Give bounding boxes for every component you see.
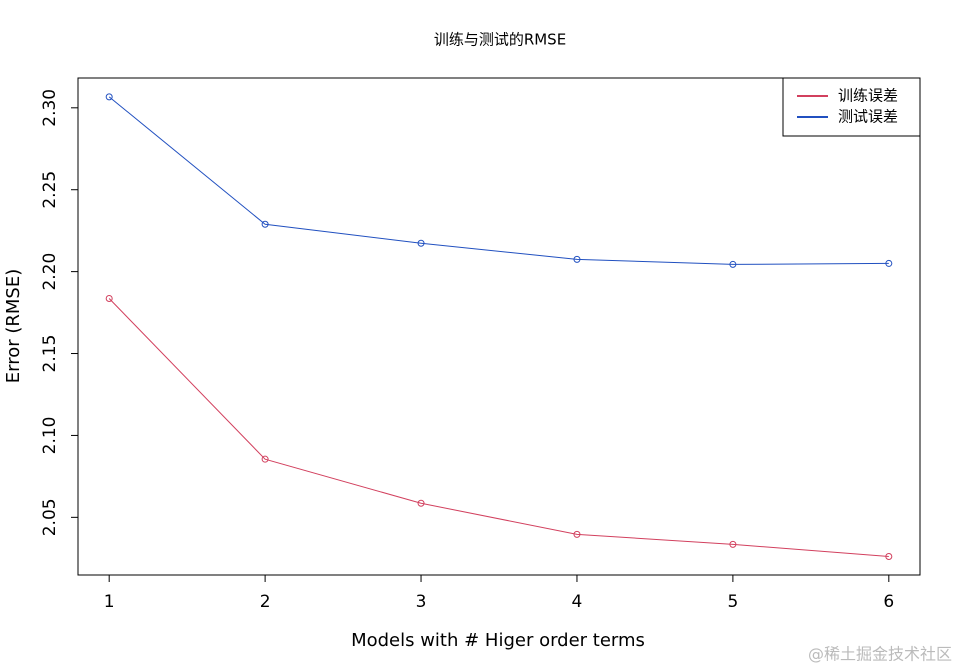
x-tick-label: 4 bbox=[572, 592, 583, 612]
point bbox=[417, 239, 425, 247]
x-tick-label: 6 bbox=[883, 592, 894, 612]
point bbox=[573, 530, 581, 538]
x-tick-label: 2 bbox=[260, 592, 271, 612]
x-tick-label: 5 bbox=[727, 592, 738, 612]
point bbox=[573, 255, 581, 263]
line bbox=[108, 298, 889, 557]
y-tick-label: 2.10 bbox=[40, 417, 60, 455]
point bbox=[885, 259, 893, 267]
y-axis-label: Error (RMSE) bbox=[3, 269, 24, 383]
y-tick-label: 2.15 bbox=[40, 335, 60, 373]
plot-frame bbox=[77, 77, 921, 576]
x-tick-label: 1 bbox=[104, 592, 115, 612]
point bbox=[105, 93, 113, 101]
x-axis-label: Models with # Higer order terms bbox=[351, 630, 645, 651]
y-tick-label: 2.25 bbox=[40, 171, 60, 209]
line bbox=[108, 96, 889, 265]
y-tick-label: 2.05 bbox=[40, 498, 60, 536]
y-tick-label: 2.20 bbox=[40, 253, 60, 291]
point bbox=[729, 260, 737, 268]
legend-label: 训练误差 bbox=[838, 87, 898, 105]
watermark: @稀土掘金技术社区 bbox=[808, 645, 952, 664]
legend-label: 测试误差 bbox=[838, 108, 898, 126]
point bbox=[417, 499, 425, 507]
point bbox=[261, 220, 269, 228]
x-tick-label: 3 bbox=[416, 592, 427, 612]
y-tick-label: 2.30 bbox=[40, 89, 60, 127]
point bbox=[261, 455, 269, 463]
legend-box bbox=[782, 77, 921, 137]
point bbox=[729, 540, 737, 548]
chart-title: 训练与测试的RMSE bbox=[434, 31, 566, 49]
point bbox=[885, 552, 893, 560]
point bbox=[105, 294, 113, 302]
